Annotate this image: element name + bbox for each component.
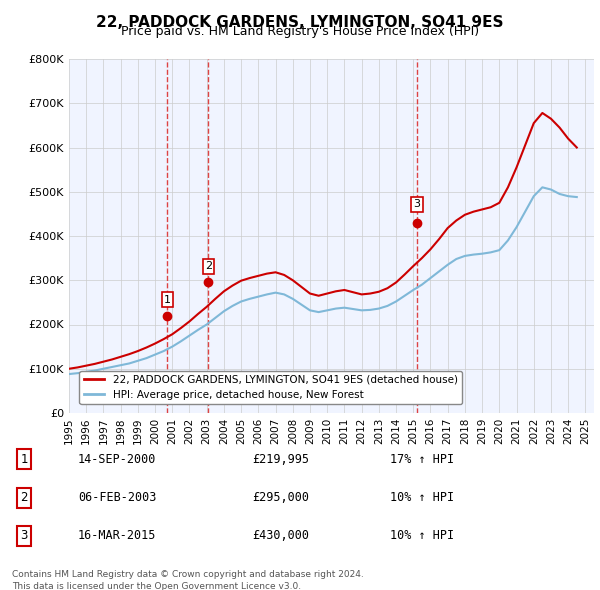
Text: 1: 1 bbox=[20, 453, 28, 466]
Text: £295,000: £295,000 bbox=[252, 491, 309, 504]
Text: Contains HM Land Registry data © Crown copyright and database right 2024.: Contains HM Land Registry data © Crown c… bbox=[12, 569, 364, 579]
Text: 3: 3 bbox=[20, 529, 28, 542]
Text: 22, PADDOCK GARDENS, LYMINGTON, SO41 9ES: 22, PADDOCK GARDENS, LYMINGTON, SO41 9ES bbox=[96, 15, 504, 30]
Text: 14-SEP-2000: 14-SEP-2000 bbox=[78, 453, 157, 466]
Text: 3: 3 bbox=[413, 199, 421, 209]
Text: 2: 2 bbox=[205, 261, 212, 271]
Text: 16-MAR-2015: 16-MAR-2015 bbox=[78, 529, 157, 542]
Text: 17% ↑ HPI: 17% ↑ HPI bbox=[390, 453, 454, 466]
Text: 10% ↑ HPI: 10% ↑ HPI bbox=[390, 529, 454, 542]
Text: This data is licensed under the Open Government Licence v3.0.: This data is licensed under the Open Gov… bbox=[12, 582, 301, 590]
Text: 06-FEB-2003: 06-FEB-2003 bbox=[78, 491, 157, 504]
Text: 10% ↑ HPI: 10% ↑ HPI bbox=[390, 491, 454, 504]
Text: 2: 2 bbox=[20, 491, 28, 504]
Text: 1: 1 bbox=[164, 294, 171, 304]
Text: £219,995: £219,995 bbox=[252, 453, 309, 466]
Text: £430,000: £430,000 bbox=[252, 529, 309, 542]
Legend: 22, PADDOCK GARDENS, LYMINGTON, SO41 9ES (detached house), HPI: Average price, d: 22, PADDOCK GARDENS, LYMINGTON, SO41 9ES… bbox=[79, 371, 462, 404]
Text: Price paid vs. HM Land Registry's House Price Index (HPI): Price paid vs. HM Land Registry's House … bbox=[121, 25, 479, 38]
